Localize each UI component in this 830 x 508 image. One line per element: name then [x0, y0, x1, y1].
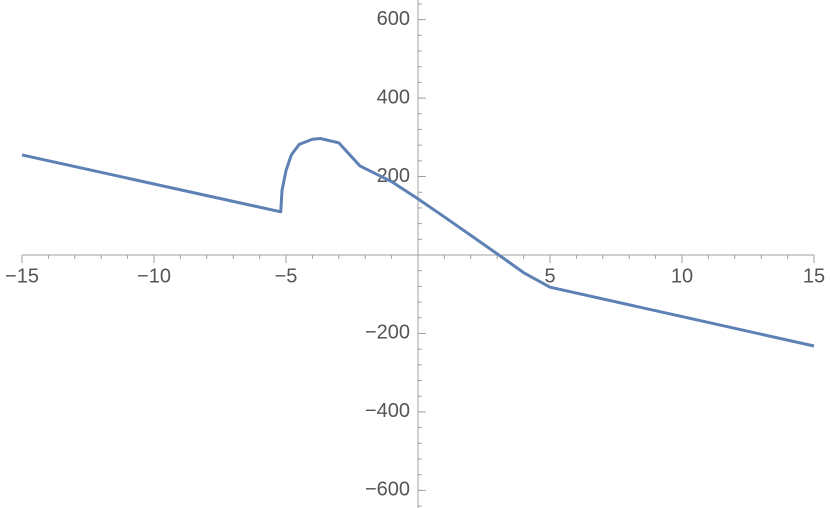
y-tick-label: −600: [365, 479, 410, 501]
y-tick-label: 200: [377, 165, 410, 187]
y-tick-label: 400: [377, 86, 410, 108]
x-tick-label: 5: [544, 265, 555, 287]
line: [21, 136, 815, 348]
x-tick-label: −15: [5, 265, 39, 287]
x-tick-label: −5: [275, 265, 298, 287]
x-tick-label: 15: [803, 265, 825, 287]
x-tick-label: 10: [671, 265, 693, 287]
x-tick-label: −10: [137, 265, 171, 287]
y-tick-label: −400: [365, 400, 410, 422]
y-tick-label: 600: [377, 8, 410, 30]
y-tick-label: −200: [365, 322, 410, 344]
